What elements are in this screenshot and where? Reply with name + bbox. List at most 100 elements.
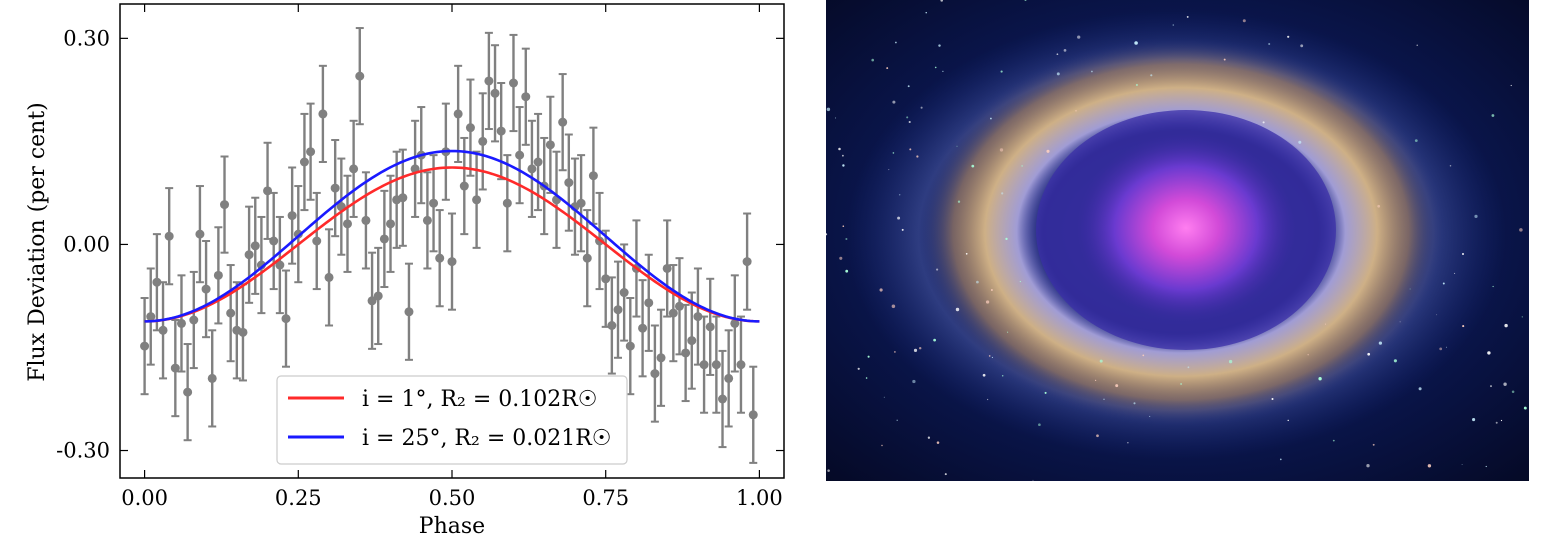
star xyxy=(991,356,993,358)
star xyxy=(871,58,874,62)
star xyxy=(1091,70,1093,73)
data-point xyxy=(189,315,199,325)
star xyxy=(1372,443,1375,446)
star xyxy=(1135,83,1138,87)
star xyxy=(1378,341,1383,345)
star xyxy=(879,288,883,292)
star xyxy=(1366,464,1370,468)
data-point xyxy=(705,322,715,332)
star xyxy=(976,280,979,284)
data-point xyxy=(146,312,156,322)
star xyxy=(1492,285,1494,288)
star xyxy=(881,444,883,447)
star xyxy=(1149,415,1151,417)
star xyxy=(1056,72,1060,76)
y-tick-label: -0.30 xyxy=(56,439,110,463)
star xyxy=(912,379,916,384)
data-point xyxy=(681,348,691,358)
data-point xyxy=(736,360,746,370)
data-point xyxy=(404,307,414,317)
data-point xyxy=(515,150,525,160)
data-point xyxy=(213,270,223,280)
star xyxy=(845,269,849,273)
star xyxy=(1001,375,1004,377)
star xyxy=(1462,325,1465,328)
star xyxy=(1186,15,1189,18)
data-point xyxy=(176,318,186,328)
data-point xyxy=(373,291,383,301)
data-point xyxy=(748,410,758,420)
data-point xyxy=(718,394,728,404)
star xyxy=(908,120,911,124)
star xyxy=(965,252,968,255)
star xyxy=(1268,42,1271,46)
star xyxy=(826,107,831,112)
legend-box xyxy=(276,375,628,465)
data-point xyxy=(607,320,617,330)
star xyxy=(944,473,947,476)
star xyxy=(1442,282,1445,285)
star xyxy=(1298,140,1302,144)
data-point xyxy=(207,373,217,383)
data-point xyxy=(287,211,297,221)
star xyxy=(1427,464,1432,468)
star xyxy=(901,228,904,231)
data-point xyxy=(601,274,611,284)
data-point xyxy=(422,215,432,225)
star xyxy=(1044,391,1047,394)
star xyxy=(845,237,848,241)
star xyxy=(957,200,961,203)
data-point xyxy=(275,260,285,270)
star xyxy=(1462,253,1464,255)
data-point xyxy=(367,296,377,306)
star xyxy=(936,441,940,444)
star xyxy=(834,117,837,119)
y-tick-label: 0.00 xyxy=(63,232,110,256)
star xyxy=(895,41,897,44)
data-point xyxy=(324,272,334,282)
legend: i = 1°, R₂ = 0.102R☉ i = 25°, R₂ = 0.021… xyxy=(276,375,628,465)
star xyxy=(1487,351,1491,355)
star xyxy=(1439,347,1443,351)
star xyxy=(918,346,922,350)
star xyxy=(989,117,992,120)
star xyxy=(1491,114,1495,117)
data-point xyxy=(502,198,512,208)
star xyxy=(916,155,919,158)
star xyxy=(1172,24,1175,26)
star xyxy=(1485,465,1487,468)
data-point xyxy=(582,253,592,263)
x-tick-label: 0.00 xyxy=(121,486,168,510)
data-point xyxy=(674,301,684,311)
star xyxy=(839,256,843,260)
star xyxy=(938,44,941,47)
data-point xyxy=(521,92,531,102)
data-point xyxy=(318,109,328,119)
data-point xyxy=(330,183,340,193)
star xyxy=(842,154,844,157)
star xyxy=(865,377,868,379)
legend-label-red: i = 1°, R₂ = 0.102R☉ xyxy=(362,387,598,412)
star xyxy=(1180,383,1183,385)
star xyxy=(1500,419,1503,422)
data-point xyxy=(742,257,752,267)
star xyxy=(1318,377,1322,381)
light-curve-chart: 0.00 0.25 0.50 0.75 1.000.300.00-0.30 Phase … xyxy=(25,3,785,538)
star xyxy=(1393,359,1397,363)
nebula-illustration xyxy=(826,0,1529,481)
star xyxy=(1075,109,1077,112)
chart-panel: 0.00 0.25 0.50 0.75 1.00 0.30 0.00 -0.30 Phase … xyxy=(25,3,785,538)
star xyxy=(1287,35,1290,38)
star xyxy=(1019,281,1021,283)
data-point xyxy=(238,327,248,337)
star xyxy=(913,348,918,352)
star xyxy=(1000,70,1003,73)
star xyxy=(888,169,890,171)
data-point xyxy=(435,253,445,263)
y-axis-label: Flux Deviation (per cent) xyxy=(25,102,50,382)
star xyxy=(1007,331,1009,333)
star xyxy=(940,0,943,2)
data-point xyxy=(619,288,629,298)
data-point xyxy=(398,193,408,203)
data-point xyxy=(429,198,439,208)
